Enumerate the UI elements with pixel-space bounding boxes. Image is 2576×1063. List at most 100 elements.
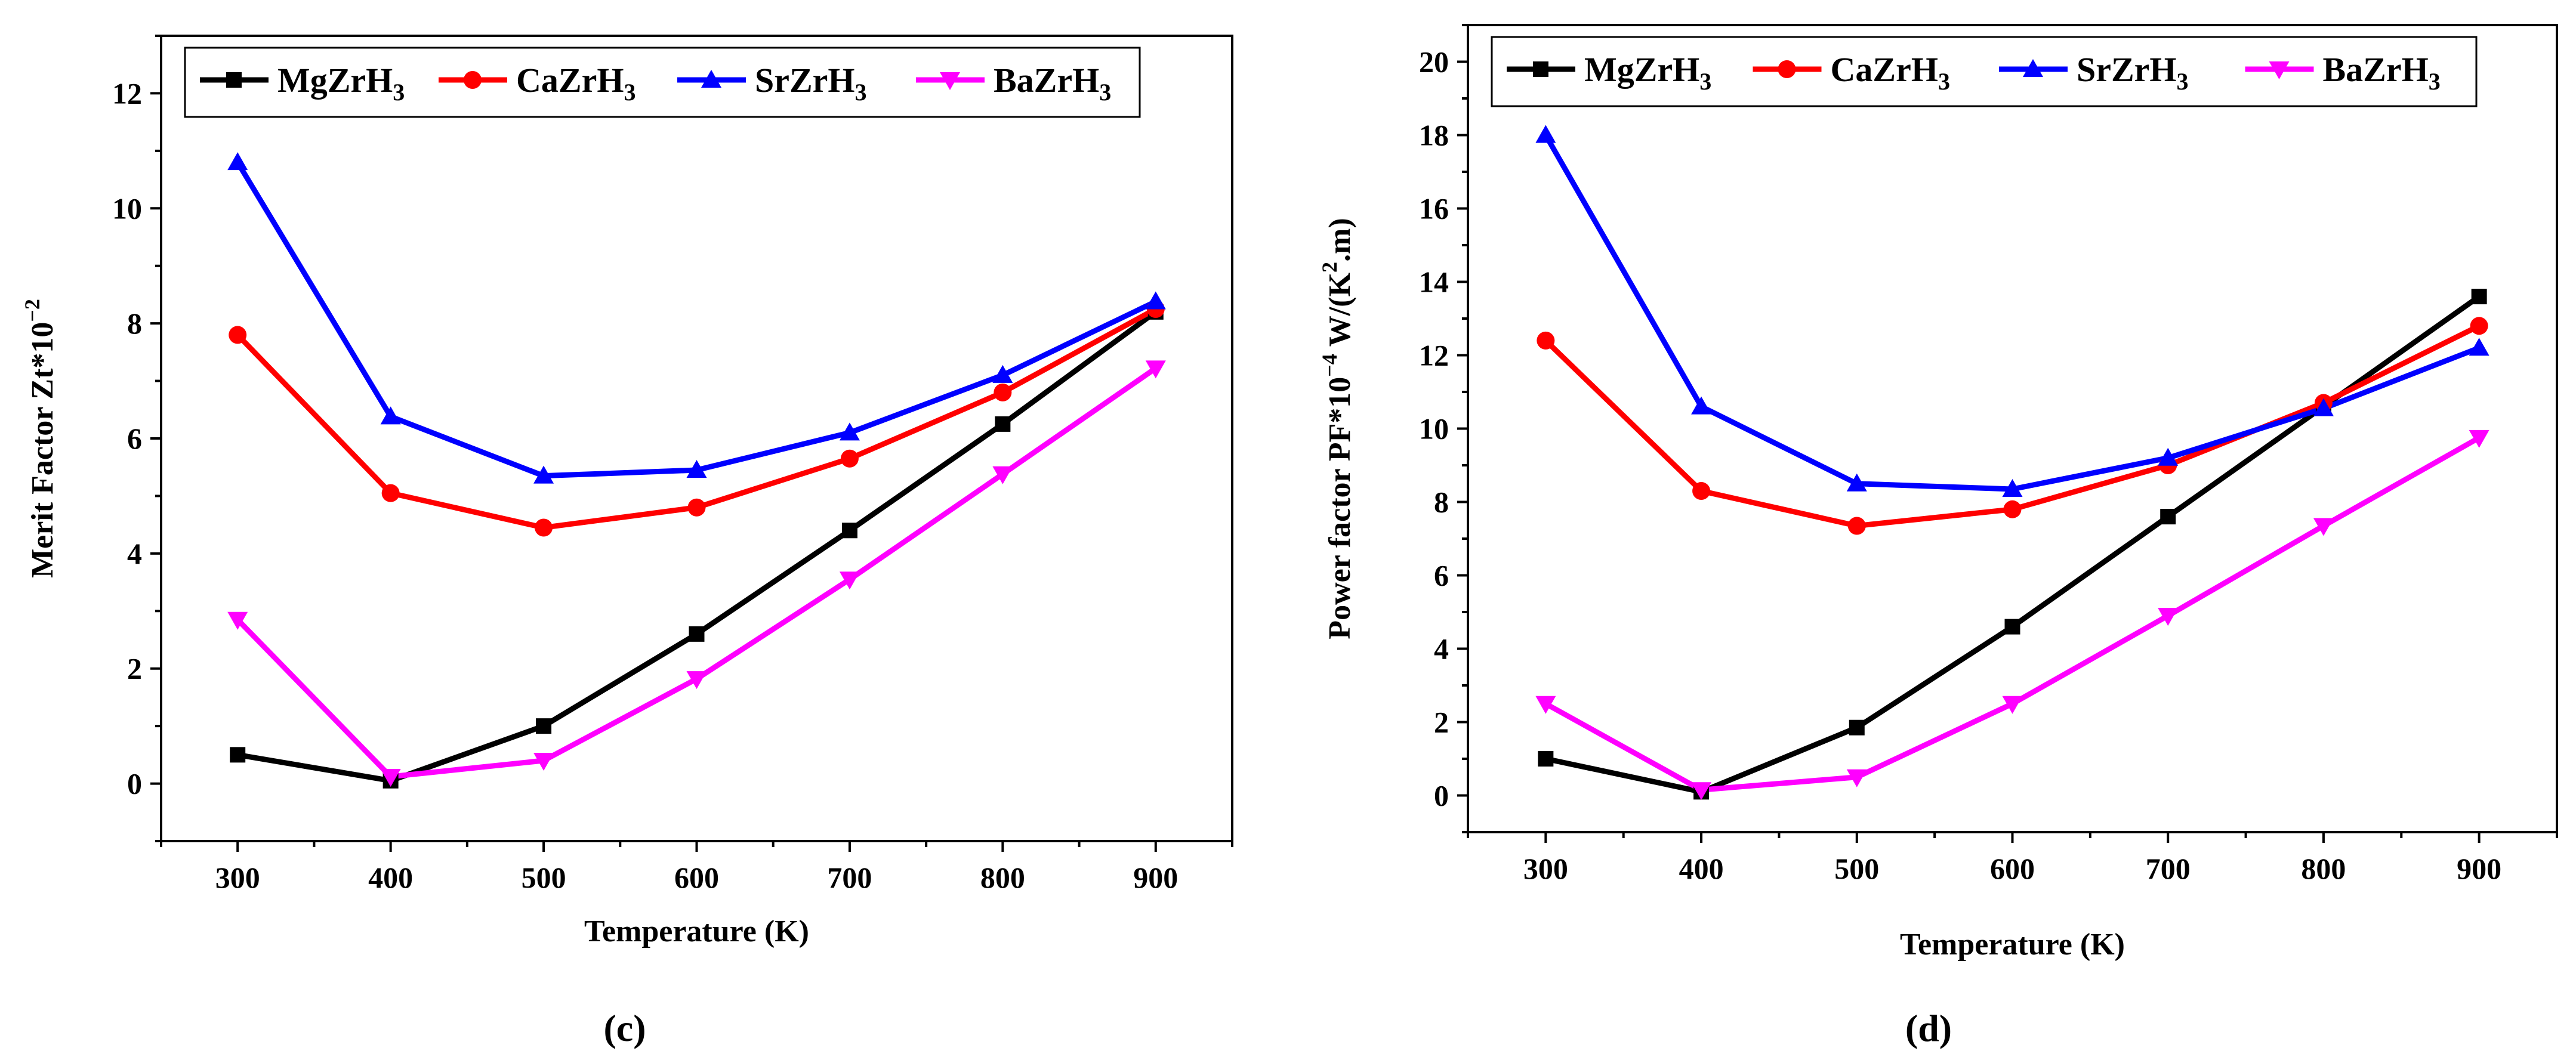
legend-label-name: SrZrH: [2077, 50, 2177, 89]
panel-caption: (d): [1905, 1007, 1952, 1049]
x-tick-label: 300: [1523, 852, 1568, 885]
legend-label-subscript: 3: [624, 79, 635, 106]
legend-label: CaZrH3: [516, 61, 635, 106]
legend-marker: [940, 72, 960, 90]
legend-label: MgZrH3: [1584, 50, 1711, 95]
legend-marker: [1533, 61, 1548, 77]
y-tick-label: 10: [1419, 412, 1449, 446]
data-point-bazrh3: [839, 571, 860, 590]
y-tick-label: 6: [127, 422, 142, 455]
data-point-mgzrh3: [2004, 619, 2020, 635]
x-tick-label: 700: [827, 861, 872, 894]
data-point-srzrh3: [839, 422, 860, 441]
x-tick-label: 900: [2457, 852, 2501, 885]
y-axis-label: Power factor PF*10−4 W/(K2.m): [1318, 218, 1357, 639]
legend-label: SrZrH3: [2077, 50, 2189, 95]
data-point-cazrh3: [1692, 482, 1711, 500]
x-axis-label: Temperature (K): [1900, 928, 2125, 962]
legend-marker: [226, 72, 242, 88]
y-tick-label: 4: [127, 537, 142, 570]
legend-marker: [1778, 60, 1796, 78]
legend-label-name: BaZrH: [2323, 50, 2429, 89]
legend-label-name: MgZrH: [277, 61, 393, 100]
data-point-srzrh3: [2313, 398, 2334, 416]
y-tick-label: 2: [127, 652, 142, 685]
series-line-mgzrh3: [1545, 294, 2481, 795]
data-point-cazrh3: [381, 484, 400, 502]
y-tick-label: 14: [1419, 265, 1449, 299]
legend-marker: [701, 70, 721, 88]
series-line-srzrh3: [1543, 134, 2481, 492]
chart-panel-d: 300 400 500 600 700 800 900 0 2 4 6 8 10 12 14 16 18 20 Mg…: [1318, 24, 2558, 1049]
legend-box: [1491, 36, 2478, 107]
x-tick-label: 800: [980, 861, 1025, 894]
data-point-srzrh3: [1691, 396, 1712, 415]
y-tick-label: 2: [1434, 706, 1449, 739]
data-point-bazrh3: [992, 466, 1013, 484]
y-tick-label: 20: [1419, 45, 1449, 79]
data-point-cazrh3: [2470, 317, 2488, 335]
series-line-srzrh3: [235, 160, 1157, 479]
data-point-bazrh3: [380, 769, 401, 787]
data-point-bazrh3: [2469, 429, 2489, 448]
legend-label-subscript: 3: [2177, 68, 2189, 95]
x-tick-label: 800: [2301, 852, 2346, 885]
data-point-mgzrh3: [995, 416, 1011, 432]
x-tick-label: 500: [522, 861, 566, 894]
y-tick-label: 10: [112, 191, 142, 225]
x-tick-label: 400: [368, 861, 413, 894]
legend-label-subscript: 3: [1699, 68, 1711, 95]
data-point-bazrh3: [227, 611, 248, 630]
legend-label-name: MgZrH: [1584, 50, 1699, 89]
y-axis-label-unit-tail: .m): [1323, 218, 1357, 262]
x-tick-label: 300: [215, 861, 260, 894]
series-line-bazrh3: [235, 366, 1158, 780]
legend-label-subscript: 3: [1099, 79, 1111, 106]
data-point-mgzrh3: [230, 747, 246, 763]
data-point-mgzrh3: [536, 718, 552, 734]
data-point-cazrh3: [1537, 331, 1555, 350]
data-point-mgzrh3: [2160, 509, 2176, 525]
data-point-srzrh3: [2002, 478, 2023, 497]
data-point-srzrh3: [2158, 447, 2179, 466]
legend-label-subscript: 3: [2429, 68, 2441, 95]
data-point-srzrh3: [686, 460, 707, 478]
data-point-cazrh3: [687, 498, 706, 517]
data-point-srzrh3: [1145, 291, 1166, 310]
data-point-bazrh3: [686, 671, 707, 690]
x-tick-label: 600: [674, 861, 719, 894]
y-tick-label: 0: [1434, 779, 1449, 812]
x-tick-label: 700: [2146, 852, 2191, 885]
y-tick-label: 18: [1419, 119, 1449, 152]
data-point-bazrh3: [1535, 696, 1556, 714]
legend-label-subscript: 3: [855, 79, 867, 106]
data-point-srzrh3: [227, 152, 248, 171]
x-tick-label: 900: [1133, 861, 1178, 894]
y-axis-label-unit-exponent: 2: [1318, 262, 1341, 273]
y-axis-label-unit: W/(K: [1323, 272, 1357, 354]
data-point-srzrh3: [380, 406, 401, 425]
data-point-cazrh3: [229, 326, 247, 344]
y-axis-label-text: Merit Factor Zt*10: [26, 322, 60, 578]
data-point-mgzrh3: [689, 626, 705, 642]
x-tick-label: 600: [1990, 852, 2035, 885]
data-point-bazrh3: [2002, 696, 2023, 714]
data-point-cazrh3: [2003, 500, 2022, 518]
panel-caption: (c): [603, 1007, 646, 1049]
data-point-mgzrh3: [841, 523, 857, 539]
y-axis-label-text: Power factor PF*10: [1323, 377, 1357, 639]
legend-label-name: CaZrH: [1831, 50, 1938, 89]
y-tick-label: 16: [1419, 192, 1449, 225]
legend-label-name: CaZrH: [516, 61, 624, 100]
data-point-bazrh3: [1691, 782, 1712, 801]
legend-marker: [2023, 59, 2043, 77]
legend-label-name: SrZrH: [755, 61, 855, 100]
legend-label: CaZrH3: [1831, 50, 1950, 95]
legend-marker: [464, 71, 482, 89]
x-tick-label: 500: [1834, 852, 1879, 885]
data-point-srzrh3: [992, 364, 1013, 383]
y-tick-label: 12: [1419, 339, 1449, 372]
data-point-srzrh3: [2469, 338, 2489, 356]
y-axis-label-exponent: −2: [20, 299, 44, 322]
